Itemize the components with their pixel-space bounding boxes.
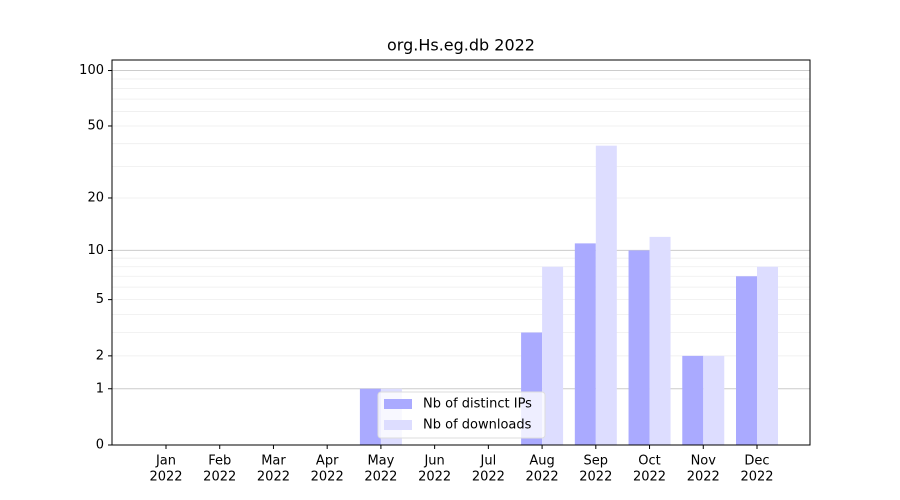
y-tick-label: 20	[87, 190, 104, 205]
bar	[359, 388, 381, 445]
x-tick-label: 2022	[149, 470, 182, 485]
legend-box	[377, 391, 546, 439]
x-tick-label: 2022	[364, 470, 397, 485]
legend: Nb of distinct IPs Nb of downloads	[377, 391, 546, 439]
x-tick-label: Jan	[155, 454, 176, 469]
plot-frame	[111, 59, 811, 446]
x-tick-label: Feb	[208, 454, 231, 469]
x-tick-label: May	[367, 454, 394, 469]
y-tick-label: 1	[96, 381, 104, 396]
bar	[757, 266, 778, 445]
x-tick-label: Oct	[638, 454, 660, 469]
y-tick-label: 10	[87, 243, 104, 258]
x-tick-label: Aug	[529, 454, 554, 469]
x-tick-label: 2022	[257, 470, 290, 485]
y-tick-label: 50	[87, 118, 104, 133]
x-tick-label: 2022	[526, 470, 559, 485]
x-tick-label: Sep	[584, 454, 609, 469]
x-tick-label: 2022	[687, 470, 720, 485]
x-tick-label: 2022	[740, 470, 773, 485]
y-tick-label: 5	[96, 292, 104, 307]
x-tick-label: Nov	[691, 454, 717, 469]
bar	[574, 243, 596, 445]
x-tick-label: 2022	[203, 470, 236, 485]
x-tick-label: 2022	[418, 470, 451, 485]
x-tick-label: 2022	[633, 470, 666, 485]
x-tick-label: Jun	[423, 454, 444, 469]
y-tick-label: 0	[96, 438, 104, 453]
bar	[682, 355, 704, 445]
bar	[649, 236, 671, 445]
x-tick-label: 2022	[311, 470, 344, 485]
x-tick-label: 2022	[472, 470, 505, 485]
x-tick-label: Dec	[744, 454, 769, 469]
x-tick-label: 2022	[579, 470, 612, 485]
legend-label: Nb of downloads	[423, 418, 532, 433]
y-tick-label: 2	[96, 348, 104, 363]
bar	[736, 276, 757, 445]
legend-label: Nb of distinct IPs	[423, 397, 532, 412]
x-tick-label: Jul	[480, 454, 497, 469]
legend-swatch	[384, 420, 412, 430]
x-tick-label: Mar	[261, 454, 286, 469]
bar	[628, 250, 650, 445]
chart-title: org.Hs.eg.db 2022	[387, 36, 535, 55]
legend-swatch	[384, 399, 412, 409]
bar	[595, 145, 617, 446]
x-tick-label: Apr	[316, 454, 339, 469]
bar	[542, 266, 564, 445]
y-tick-label: 100	[79, 63, 104, 78]
bar	[703, 355, 725, 445]
